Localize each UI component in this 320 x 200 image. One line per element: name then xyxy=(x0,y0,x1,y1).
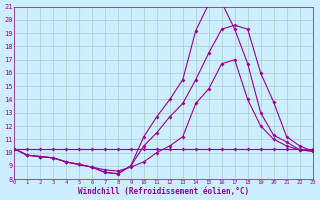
X-axis label: Windchill (Refroidissement éolien,°C): Windchill (Refroidissement éolien,°C) xyxy=(78,187,249,196)
